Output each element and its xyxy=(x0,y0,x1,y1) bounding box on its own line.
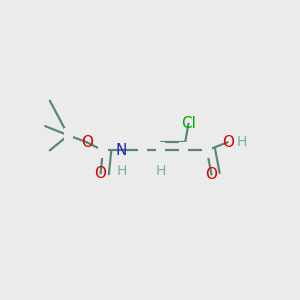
Text: O: O xyxy=(81,135,93,150)
Bar xyxy=(98,142,108,158)
Bar xyxy=(202,142,212,158)
Text: Cl: Cl xyxy=(181,116,196,131)
Text: H: H xyxy=(155,164,166,178)
Bar xyxy=(138,143,147,157)
Bar xyxy=(179,142,188,158)
Text: O: O xyxy=(206,167,218,182)
Bar xyxy=(64,128,73,142)
Bar xyxy=(156,142,165,158)
Text: O: O xyxy=(94,166,106,181)
Text: N: N xyxy=(116,143,127,158)
Text: O: O xyxy=(222,135,234,150)
Text: H: H xyxy=(116,164,127,178)
Text: H: H xyxy=(236,135,247,149)
